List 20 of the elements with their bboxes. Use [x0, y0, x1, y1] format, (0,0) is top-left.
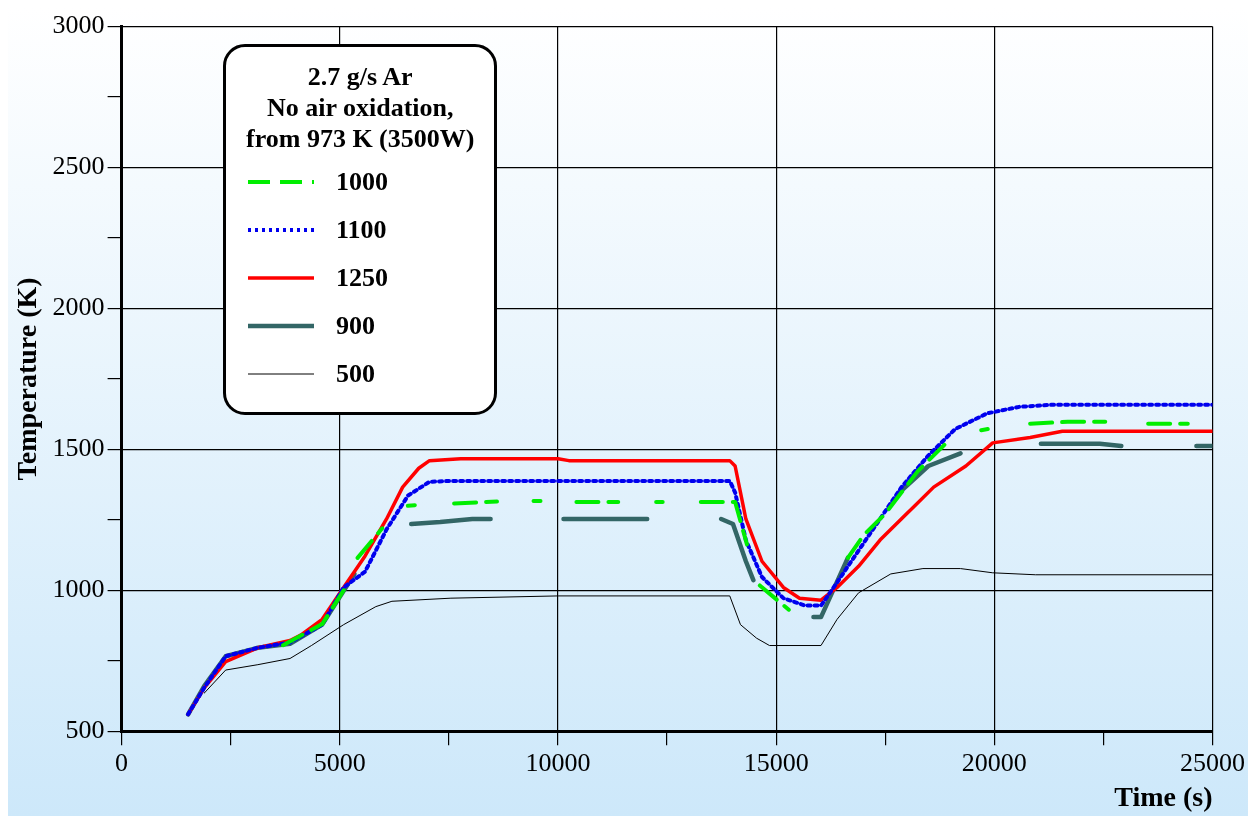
legend-label: 1100 [336, 215, 387, 245]
y-tick-label: 1500 [52, 433, 105, 463]
legend-label: 1250 [336, 263, 388, 293]
legend-label: 1000 [336, 167, 388, 197]
y-axis-title: Temperature (K) [11, 277, 43, 481]
x-tick-label: 20000 [961, 747, 1027, 777]
x-tick-label: 0 [115, 747, 129, 777]
x-tick-label: 25000 [1180, 747, 1245, 777]
legend-label: 900 [336, 311, 375, 341]
y-tick-label: 1000 [52, 574, 105, 604]
y-tick-label: 2000 [52, 292, 105, 322]
legend-title: 2.7 g/s Ar No air oxidation, from 973 K (3500W) [246, 61, 475, 154]
x-tick-label: 5000 [313, 747, 366, 777]
y-tick-label: 3000 [52, 10, 105, 40]
x-tick-label: 10000 [525, 747, 591, 777]
y-tick-label: 2500 [52, 151, 105, 181]
x-tick-label: 15000 [743, 747, 809, 777]
legend-label: 500 [336, 359, 375, 389]
y-tick-label: 500 [65, 715, 105, 745]
x-axis-title: Time (s) [1114, 781, 1213, 813]
